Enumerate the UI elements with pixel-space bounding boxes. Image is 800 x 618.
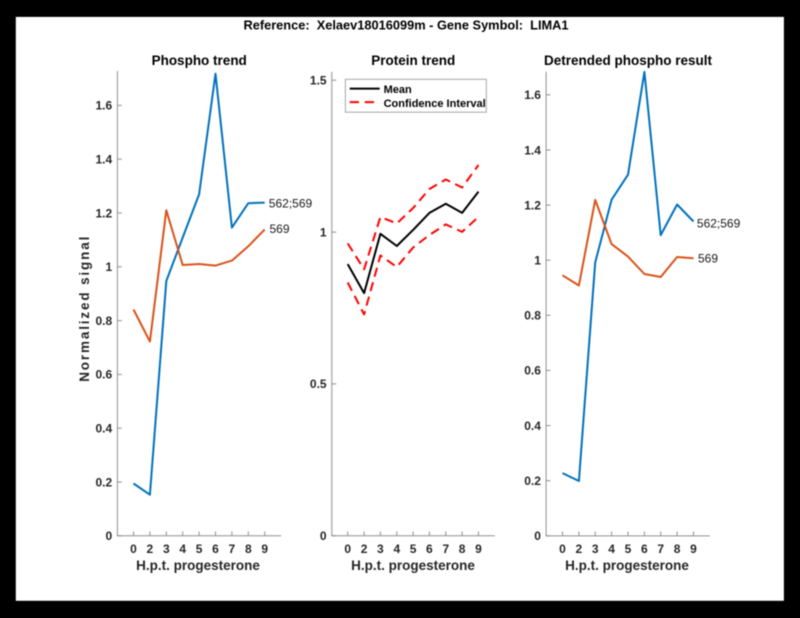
svg-text:H.p.t. progesterone: H.p.t. progesterone [136,558,260,573]
svg-text:1: 1 [106,260,113,274]
svg-text:0.6: 0.6 [524,364,541,378]
svg-text:4: 4 [393,542,400,556]
svg-text:1.6: 1.6 [96,99,113,113]
svg-text:2: 2 [147,542,154,556]
svg-text:Protein trend: Protein trend [371,53,455,68]
svg-text:3: 3 [163,542,170,556]
svg-text:569: 569 [270,222,290,236]
svg-text:8: 8 [459,542,466,556]
svg-text:6: 6 [641,542,648,556]
svg-text:0.2: 0.2 [524,474,541,488]
svg-text:H.p.t. progesterone: H.p.t. progesterone [351,558,475,573]
svg-text:1: 1 [320,225,327,239]
svg-text:0: 0 [534,529,541,543]
svg-text:0.2: 0.2 [96,475,113,489]
svg-text:4: 4 [608,542,615,556]
svg-text:0.4: 0.4 [96,422,113,436]
svg-text:2: 2 [361,542,368,556]
svg-text:Normalized signal: Normalized signal [77,235,92,382]
svg-text:7: 7 [442,542,449,556]
svg-text:1.4: 1.4 [524,143,541,157]
svg-text:Reference: Xelaev18016099m -: Reference: Xelaev18016099m - Gene Symbol… [243,18,568,33]
svg-text:8: 8 [245,542,252,556]
svg-text:0: 0 [320,529,327,543]
svg-text:9: 9 [690,542,697,556]
svg-text:1.6: 1.6 [524,88,541,102]
svg-text:H.p.t. progesterone: H.p.t. progesterone [565,558,689,573]
svg-text:Mean: Mean [384,84,412,96]
svg-text:0.6: 0.6 [96,368,113,382]
svg-text:Confidence Interval: Confidence Interval [384,98,486,110]
svg-text:5: 5 [410,542,417,556]
svg-text:0: 0 [130,542,137,556]
svg-text:7: 7 [229,542,236,556]
svg-text:1.2: 1.2 [96,206,113,220]
svg-text:6: 6 [426,542,433,556]
svg-text:0.8: 0.8 [96,314,113,328]
svg-text:0.4: 0.4 [524,419,541,433]
svg-text:2: 2 [576,542,583,556]
svg-text:569: 569 [698,252,718,266]
svg-text:0: 0 [344,542,351,556]
svg-text:562;569: 562;569 [697,216,741,230]
svg-text:5: 5 [625,542,632,556]
svg-text:3: 3 [592,542,599,556]
svg-text:8: 8 [674,542,681,556]
svg-text:Phospho trend: Phospho trend [152,53,247,68]
svg-text:0: 0 [559,542,566,556]
svg-text:0: 0 [106,529,113,543]
svg-text:9: 9 [261,542,268,556]
svg-text:1: 1 [534,254,541,268]
svg-text:Detrended phospho result: Detrended phospho result [544,53,713,68]
svg-text:1.4: 1.4 [96,153,113,167]
svg-text:562;569: 562;569 [269,197,313,211]
svg-text:3: 3 [377,542,384,556]
svg-text:0.8: 0.8 [524,309,541,323]
svg-text:0.5: 0.5 [310,377,327,391]
svg-text:1.2: 1.2 [524,198,541,212]
svg-text:6: 6 [212,542,219,556]
svg-text:1.5: 1.5 [310,74,327,88]
svg-text:5: 5 [196,542,203,556]
svg-text:9: 9 [475,542,482,556]
svg-text:7: 7 [657,542,664,556]
svg-text:4: 4 [179,542,186,556]
